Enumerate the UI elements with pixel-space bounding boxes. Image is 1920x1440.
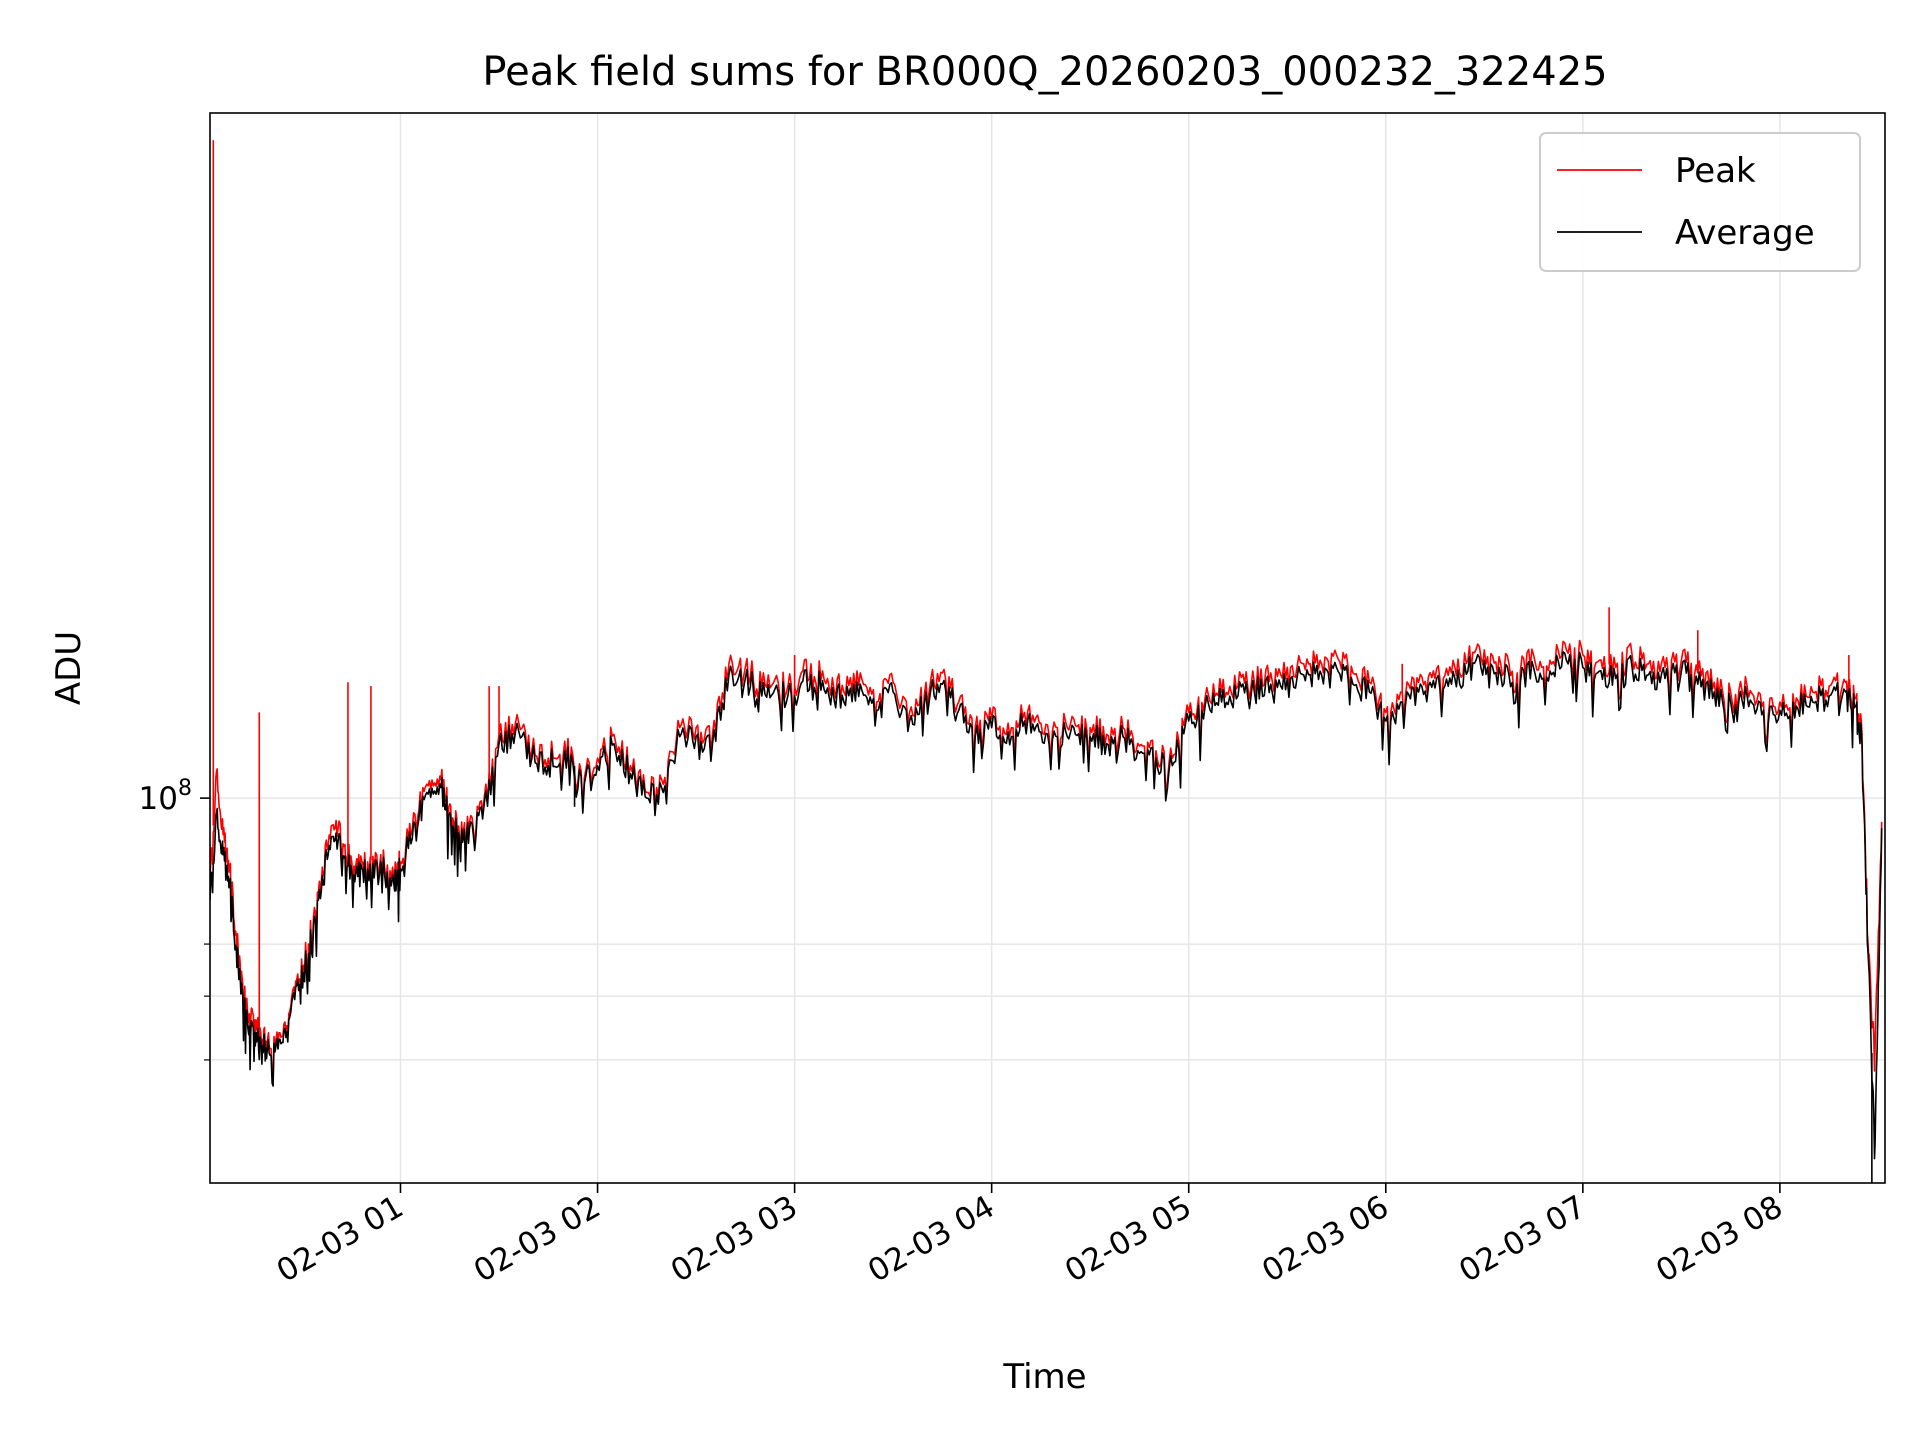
plot-area [210,140,1883,1183]
legend-label-peak: Peak [1675,151,1756,191]
y-tick-label: 108 [139,776,192,817]
legend: Peak Average [1539,132,1861,272]
grid [210,113,1885,1183]
plot-lines [210,140,1883,1183]
y-axis-label: ADU [49,631,89,705]
series-line-average [210,651,1883,1160]
y-axis-ticks: 108 [139,776,210,1061]
legend-box [1539,132,1861,272]
plot-frame [209,112,1886,1184]
chart-title: Peak field sums for BR000Q_20260203_0002… [482,49,1607,95]
x-axis-label: Time [1002,1357,1086,1397]
legend-label-average: Average [1675,213,1815,253]
